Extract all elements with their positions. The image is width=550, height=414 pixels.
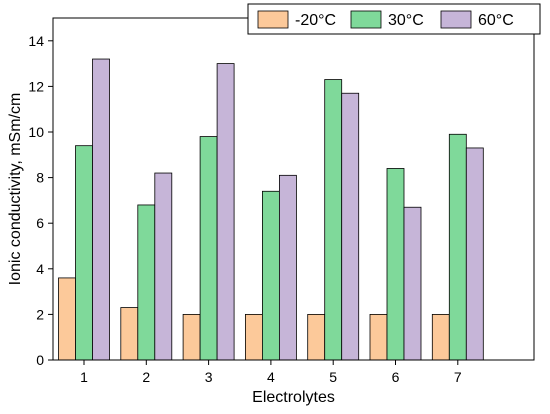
y-tick-label: 14	[28, 33, 44, 49]
bar-3-5	[341, 92, 360, 361]
bar-1-3	[182, 313, 201, 361]
bar-3-1	[92, 58, 110, 361]
bar-1-4	[244, 313, 263, 361]
bar-1-7	[431, 313, 450, 361]
legend: -20°C 30°C 60°C	[247, 3, 541, 35]
bar-3-6	[403, 206, 422, 361]
x-tick-label: 6	[392, 369, 400, 385]
legend-swatch-2	[350, 10, 382, 29]
legend-swatch-1	[257, 10, 289, 29]
bar-2-6	[386, 168, 405, 361]
bar-2-5	[324, 79, 343, 361]
legend-label-1: -20°C	[295, 12, 336, 29]
bar-2-3	[199, 136, 218, 361]
x-tick-label: 2	[142, 369, 150, 385]
bar-2-2	[137, 204, 156, 361]
bar-1-6	[369, 313, 388, 361]
y-tick-label: 10	[28, 124, 44, 140]
x-tick-label: 5	[329, 369, 337, 385]
bar-1-5	[307, 313, 326, 361]
bar-3-4	[278, 174, 297, 361]
bar-1-2	[120, 307, 139, 361]
x-axis-title: Electrolytes	[252, 389, 335, 406]
y-tick-label: 8	[36, 170, 44, 186]
legend-label-3: 60°C	[478, 12, 514, 29]
y-tick-label: 2	[36, 306, 44, 322]
bar-1-1	[58, 277, 76, 361]
legend-box	[247, 3, 541, 35]
x-tick-label: 4	[267, 369, 275, 385]
bar-3-3	[216, 63, 235, 361]
bar-3-7	[465, 147, 484, 361]
legend-swatch-3	[440, 10, 472, 29]
x-tick-label: 7	[454, 369, 462, 385]
y-axis-title: Ionic conductivity, mSm/cm	[7, 93, 24, 286]
y-tick-label: 12	[28, 78, 44, 94]
bar-2-4	[261, 190, 280, 361]
bar-2-7	[448, 133, 467, 361]
x-tick-label: 3	[205, 369, 213, 385]
y-tick-label: 0	[36, 352, 44, 368]
x-tick-label: 1	[80, 369, 88, 385]
y-tick-label: 4	[36, 261, 44, 277]
y-tick-label: 6	[36, 215, 44, 231]
bar-3-2	[154, 172, 173, 361]
bars-layer	[58, 58, 484, 361]
bar-2-1	[75, 145, 93, 361]
legend-label-2: 30°C	[388, 12, 424, 29]
